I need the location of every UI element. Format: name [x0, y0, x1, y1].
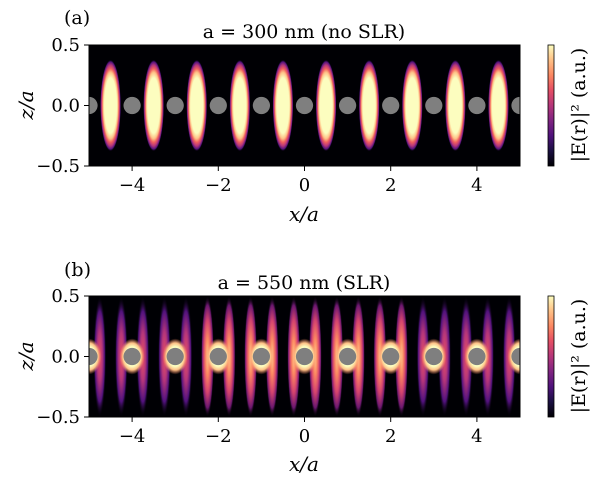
particle-disk [123, 96, 141, 115]
x-tick-label: −4 [119, 426, 146, 447]
field-hotspot [272, 59, 294, 152]
panel-b-title: a = 550 nm (SLR) [218, 272, 391, 294]
x-axis-label-b: x/a [289, 452, 319, 476]
particle-disk [252, 96, 271, 115]
particle-disk [89, 347, 98, 366]
particle-disk [382, 96, 400, 115]
particle-disk [295, 347, 314, 366]
panel-b: (b) a = 550 nm (SLR) −4 −2 0 2 4 0.5 0.0 −0.5 x… [14, 259, 590, 476]
colorbar-label-b: |E(r)|² (a.u.) [568, 299, 590, 414]
panel-a: (a) a = 300 nm (no SLR) −4 −2 0 2 4 0.5 0.0 −0.… [14, 7, 590, 226]
particle-disk [252, 347, 271, 366]
x-tick-label: 0 [299, 426, 310, 447]
particle-disk [166, 347, 184, 366]
panel-b-label: (b) [64, 259, 91, 281]
particle-disk [468, 96, 486, 115]
particle-disk [338, 347, 357, 366]
particle-disk [209, 96, 227, 115]
particle-disk [468, 347, 486, 366]
particle-disk [338, 96, 357, 115]
colorbar-a [547, 44, 555, 167]
ticks-a: −4 −2 0 2 4 0.5 0.0 −0.5 [36, 35, 482, 196]
particle-disk [511, 96, 520, 115]
y-tick-label: 0.5 [51, 286, 80, 307]
x-tick-label: −4 [119, 175, 146, 196]
field-map-a [89, 59, 520, 152]
x-tick-label: 2 [385, 175, 396, 196]
y-tick-label: 0.0 [51, 96, 80, 117]
particle-disk [166, 96, 184, 115]
field-hotspot [315, 59, 337, 152]
y-tick-label: 0.0 [51, 347, 80, 368]
y-tick-label: −0.5 [36, 156, 80, 177]
field-hotspot [143, 59, 164, 152]
field-hotspot [186, 59, 208, 152]
x-tick-label: −2 [205, 175, 232, 196]
y-tick-label: 0.5 [51, 35, 80, 56]
x-tick-label: 0 [299, 175, 310, 196]
field-hotspot [100, 59, 121, 152]
field-hotspot [488, 59, 509, 152]
particle-disk [425, 347, 443, 366]
x-tick-label: 2 [385, 426, 396, 447]
field-hotspot [401, 59, 423, 152]
ticks-b: −4 −2 0 2 4 0.5 0.0 −0.5 [36, 286, 482, 447]
field-hotspot [229, 59, 251, 152]
y-tick-label: −0.5 [36, 407, 80, 428]
y-axis-label-b: z/a [14, 341, 38, 371]
particle-disk [511, 347, 520, 366]
particle-disk [425, 96, 443, 115]
particle-disk [123, 347, 141, 366]
field-map-b [89, 296, 520, 417]
panel-a-title: a = 300 nm (no SLR) [203, 21, 405, 43]
y-axis-label-a: z/a [14, 90, 38, 120]
colorbar-label-a: |E(r)|² (a.u.) [568, 48, 590, 163]
x-tick-label: −2 [205, 426, 232, 447]
field-hotspot [358, 59, 380, 152]
x-axis-label-a: x/a [289, 202, 319, 226]
particle-disk [382, 347, 400, 366]
x-tick-label: 4 [471, 426, 482, 447]
x-tick-label: 4 [471, 175, 482, 196]
particle-disk [209, 347, 227, 366]
particle-disk [89, 96, 98, 115]
colorbar-b [547, 295, 555, 418]
panel-a-label: (a) [64, 7, 90, 29]
field-hotspot [445, 59, 466, 152]
particle-disk [295, 96, 314, 115]
